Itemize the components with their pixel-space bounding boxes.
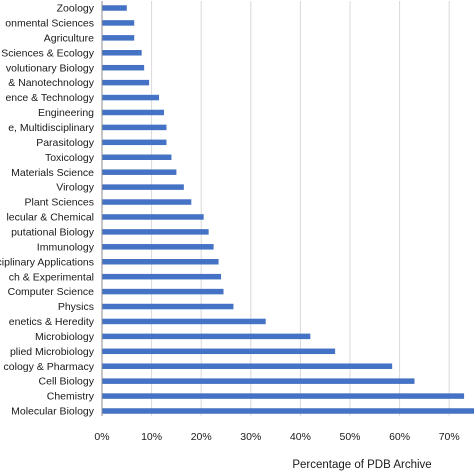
bar (102, 229, 209, 235)
bar (102, 348, 336, 355)
category-label: Materials Science (11, 167, 94, 179)
category-label: Cell Biology (39, 376, 95, 388)
bar (102, 124, 167, 131)
category-label: onmental Sciences (5, 18, 94, 30)
category-label: Parasitology (36, 137, 95, 149)
x-tick-label: 70% (439, 431, 460, 443)
x-tick-label: 20% (191, 431, 212, 443)
category-label: Computer Science (8, 286, 95, 298)
x-axis-title: Percentage of PDB Archive (292, 459, 431, 471)
category-label: Zoology (57, 3, 95, 15)
x-tick-label: 60% (389, 431, 410, 443)
category-label: Immunology (37, 241, 95, 253)
bar (102, 408, 474, 414)
x-tick-label: 50% (339, 431, 360, 443)
bar (102, 20, 135, 26)
category-label: Chemistry (47, 391, 95, 403)
category-label: Virology (56, 182, 94, 194)
x-tick-labels: 0% 10% 20% 30% 40% 50% 60% 70% (94, 431, 459, 443)
bar (102, 318, 266, 325)
category-label: Molecular Biology (11, 406, 95, 418)
bar (102, 363, 393, 369)
bar (102, 258, 219, 265)
category-label: putational Biology (11, 226, 95, 238)
gridlines (151, 1, 450, 416)
category-label: enetics & Heredity (9, 316, 95, 328)
bar (102, 5, 127, 11)
x-tick-label: 0% (94, 431, 109, 443)
category-label: lecular & Chemical (6, 212, 94, 224)
bars (102, 5, 474, 414)
category-label: & Nanotechnology (8, 77, 95, 89)
bar (102, 154, 172, 161)
category-label: Agriculture (44, 32, 94, 44)
bar (102, 64, 145, 71)
category-label: Toxicology (45, 152, 95, 164)
category-label: ch & Experimental (9, 271, 94, 283)
bar (102, 333, 311, 340)
category-label: cology & Pharmacy (4, 361, 95, 373)
bar (102, 35, 135, 41)
category-labels: Zoology onmental Sciences Agriculture Scien… (0, 3, 95, 418)
bar (102, 378, 415, 384)
category-label: e, Multidisciplinary (8, 122, 95, 134)
bar (102, 169, 177, 175)
category-label: Engineering (38, 107, 94, 119)
category-label: Plant Sciences (25, 197, 94, 209)
bar (102, 184, 184, 190)
category-label: Microbiology (35, 331, 95, 343)
category-label: volutionary Biology (6, 62, 95, 74)
category-label: ence & Technology (5, 92, 94, 104)
x-tick-label: 30% (240, 431, 261, 443)
bar (102, 303, 234, 310)
category-label: Physics (58, 301, 94, 313)
category-label: plied Microbiology (10, 346, 95, 358)
bar (102, 109, 164, 116)
x-tick-label: 10% (141, 431, 162, 443)
bar (102, 94, 160, 101)
x-tick-label: 40% (290, 431, 311, 443)
bar (102, 214, 204, 220)
bar (102, 199, 192, 205)
category-label: ciplinary Applications (0, 256, 94, 268)
bar (102, 244, 214, 250)
bar (102, 288, 224, 295)
bar (102, 273, 222, 280)
bar (102, 139, 167, 146)
bar (102, 393, 465, 399)
category-label: Sciences & Ecology (1, 47, 95, 59)
bar (102, 50, 142, 56)
bar (102, 79, 150, 86)
